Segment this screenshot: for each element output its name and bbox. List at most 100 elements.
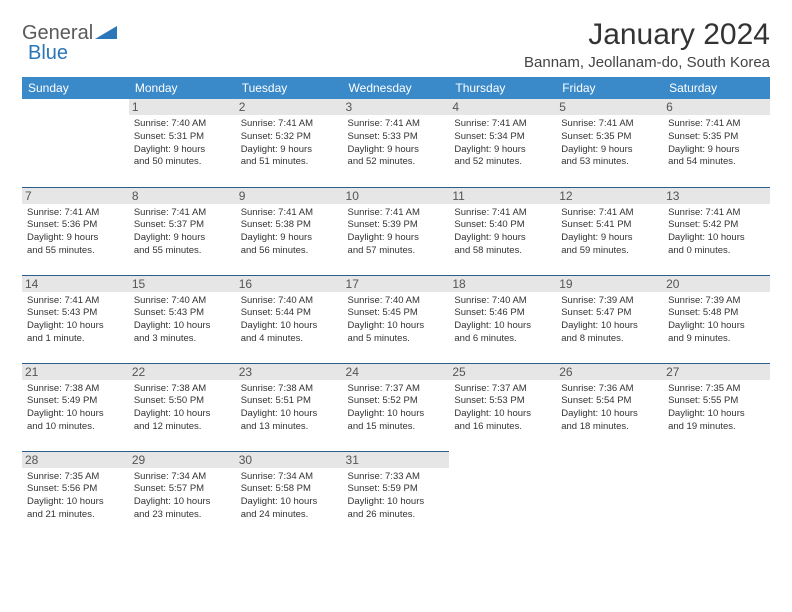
sunrise-text: Sunrise: 7:38 AM — [134, 383, 231, 396]
day-number: 26 — [556, 364, 663, 380]
day2-text: and 8 minutes. — [561, 333, 658, 346]
sunrise-text: Sunrise: 7:41 AM — [27, 295, 124, 308]
sunrise-text: Sunrise: 7:40 AM — [241, 295, 338, 308]
day2-text: and 19 minutes. — [668, 421, 765, 434]
day1-text: Daylight: 10 hours — [27, 408, 124, 421]
calendar-body: 1Sunrise: 7:40 AMSunset: 5:31 PMDaylight… — [22, 99, 770, 539]
sunrise-text: Sunrise: 7:41 AM — [134, 207, 231, 220]
calendar-day-cell — [556, 451, 663, 539]
sunrise-text: Sunrise: 7:41 AM — [668, 207, 765, 220]
day1-text: Daylight: 10 hours — [27, 320, 124, 333]
day2-text: and 21 minutes. — [27, 509, 124, 522]
day2-text: and 4 minutes. — [241, 333, 338, 346]
sunrise-text: Sunrise: 7:35 AM — [27, 471, 124, 484]
calendar-day-cell: 26Sunrise: 7:36 AMSunset: 5:54 PMDayligh… — [556, 363, 663, 451]
day1-text: Daylight: 10 hours — [241, 320, 338, 333]
day1-text: Daylight: 9 hours — [668, 144, 765, 157]
day1-text: Daylight: 9 hours — [561, 232, 658, 245]
calendar-day-cell: 13Sunrise: 7:41 AMSunset: 5:42 PMDayligh… — [663, 187, 770, 275]
day2-text: and 16 minutes. — [454, 421, 551, 434]
day1-text: Daylight: 10 hours — [241, 408, 338, 421]
sunrise-text: Sunrise: 7:33 AM — [348, 471, 445, 484]
weekday-header: Sunday — [22, 77, 129, 99]
sunset-text: Sunset: 5:48 PM — [668, 307, 765, 320]
sunrise-text: Sunrise: 7:34 AM — [134, 471, 231, 484]
day-number: 28 — [22, 452, 129, 468]
sunrise-text: Sunrise: 7:41 AM — [561, 207, 658, 220]
sunset-text: Sunset: 5:51 PM — [241, 395, 338, 408]
calendar-day-cell: 30Sunrise: 7:34 AMSunset: 5:58 PMDayligh… — [236, 451, 343, 539]
sunset-text: Sunset: 5:31 PM — [134, 131, 231, 144]
calendar-table: SundayMondayTuesdayWednesdayThursdayFrid… — [22, 77, 770, 539]
day-number: 15 — [129, 276, 236, 292]
calendar-week-row: 28Sunrise: 7:35 AMSunset: 5:56 PMDayligh… — [22, 451, 770, 539]
sunset-text: Sunset: 5:41 PM — [561, 219, 658, 232]
sunrise-text: Sunrise: 7:40 AM — [134, 118, 231, 131]
day1-text: Daylight: 9 hours — [241, 232, 338, 245]
title-block: January 2024 Bannam, Jeollanam-do, South… — [524, 18, 770, 71]
weekday-header: Tuesday — [236, 77, 343, 99]
day1-text: Daylight: 10 hours — [134, 496, 231, 509]
day1-text: Daylight: 10 hours — [348, 408, 445, 421]
day-number: 24 — [343, 364, 450, 380]
calendar-day-cell: 29Sunrise: 7:34 AMSunset: 5:57 PMDayligh… — [129, 451, 236, 539]
weekday-header: Friday — [556, 77, 663, 99]
calendar-day-cell: 27Sunrise: 7:35 AMSunset: 5:55 PMDayligh… — [663, 363, 770, 451]
day2-text: and 3 minutes. — [134, 333, 231, 346]
sunrise-text: Sunrise: 7:38 AM — [27, 383, 124, 396]
calendar-week-row: 21Sunrise: 7:38 AMSunset: 5:49 PMDayligh… — [22, 363, 770, 451]
sunrise-text: Sunrise: 7:41 AM — [668, 118, 765, 131]
weekday-header: Saturday — [663, 77, 770, 99]
calendar-day-cell: 21Sunrise: 7:38 AMSunset: 5:49 PMDayligh… — [22, 363, 129, 451]
sunrise-text: Sunrise: 7:41 AM — [27, 207, 124, 220]
sunset-text: Sunset: 5:53 PM — [454, 395, 551, 408]
calendar-week-row: 14Sunrise: 7:41 AMSunset: 5:43 PMDayligh… — [22, 275, 770, 363]
day1-text: Daylight: 9 hours — [561, 144, 658, 157]
sunset-text: Sunset: 5:35 PM — [561, 131, 658, 144]
day2-text: and 56 minutes. — [241, 245, 338, 258]
sunrise-text: Sunrise: 7:35 AM — [668, 383, 765, 396]
calendar-day-cell: 7Sunrise: 7:41 AMSunset: 5:36 PMDaylight… — [22, 187, 129, 275]
sunset-text: Sunset: 5:55 PM — [668, 395, 765, 408]
day1-text: Daylight: 10 hours — [134, 320, 231, 333]
day2-text: and 0 minutes. — [668, 245, 765, 258]
day2-text: and 6 minutes. — [454, 333, 551, 346]
logo-triangle-icon — [95, 23, 117, 44]
day-number: 17 — [343, 276, 450, 292]
sunset-text: Sunset: 5:57 PM — [134, 483, 231, 496]
day1-text: Daylight: 10 hours — [561, 320, 658, 333]
day-number: 18 — [449, 276, 556, 292]
day2-text: and 52 minutes. — [348, 156, 445, 169]
day1-text: Daylight: 10 hours — [561, 408, 658, 421]
calendar-day-cell: 3Sunrise: 7:41 AMSunset: 5:33 PMDaylight… — [343, 99, 450, 187]
calendar-day-cell: 14Sunrise: 7:41 AMSunset: 5:43 PMDayligh… — [22, 275, 129, 363]
sunset-text: Sunset: 5:44 PM — [241, 307, 338, 320]
logo-blue-text-wrap: Blue — [28, 42, 68, 65]
day2-text: and 15 minutes. — [348, 421, 445, 434]
sunset-text: Sunset: 5:35 PM — [668, 131, 765, 144]
calendar-day-cell: 17Sunrise: 7:40 AMSunset: 5:45 PMDayligh… — [343, 275, 450, 363]
day-number: 5 — [556, 99, 663, 115]
day1-text: Daylight: 9 hours — [348, 144, 445, 157]
sunrise-text: Sunrise: 7:41 AM — [348, 118, 445, 131]
day-number: 8 — [129, 188, 236, 204]
day2-text: and 1 minute. — [27, 333, 124, 346]
sunrise-text: Sunrise: 7:41 AM — [561, 118, 658, 131]
day-number: 14 — [22, 276, 129, 292]
day-number: 31 — [343, 452, 450, 468]
calendar-day-cell — [449, 451, 556, 539]
calendar-day-cell: 19Sunrise: 7:39 AMSunset: 5:47 PMDayligh… — [556, 275, 663, 363]
sunrise-text: Sunrise: 7:41 AM — [454, 207, 551, 220]
calendar-day-cell: 28Sunrise: 7:35 AMSunset: 5:56 PMDayligh… — [22, 451, 129, 539]
day1-text: Daylight: 9 hours — [27, 232, 124, 245]
day1-text: Daylight: 10 hours — [241, 496, 338, 509]
day-number: 11 — [449, 188, 556, 204]
day1-text: Daylight: 10 hours — [454, 408, 551, 421]
day1-text: Daylight: 10 hours — [348, 320, 445, 333]
day-number: 4 — [449, 99, 556, 115]
day1-text: Daylight: 9 hours — [454, 232, 551, 245]
day2-text: and 24 minutes. — [241, 509, 338, 522]
calendar-day-cell: 10Sunrise: 7:41 AMSunset: 5:39 PMDayligh… — [343, 187, 450, 275]
sunset-text: Sunset: 5:43 PM — [134, 307, 231, 320]
day1-text: Daylight: 10 hours — [668, 408, 765, 421]
